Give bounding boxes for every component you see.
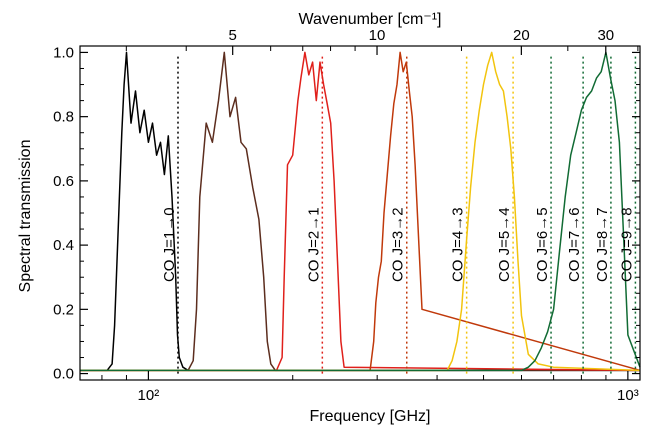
- series-line-6: [80, 51, 641, 372]
- x2-tick-label: 5: [229, 27, 237, 44]
- x2-tick-label: 30: [597, 27, 614, 44]
- x2-tick-label: 20: [513, 27, 530, 44]
- axis-layer: 0.0 0.2 0.4 0.6 0.8 1.0 10² 10³ 5 10 20 30: [53, 27, 640, 404]
- x-tick-label: 10³: [617, 387, 639, 404]
- x2-axis-title: Wavenumber [cm⁻¹]: [299, 11, 442, 28]
- series-line-2: [80, 51, 640, 372]
- co-label-1: CO J=1→0: [161, 207, 178, 282]
- y-axis-title: Spectral transmission: [17, 140, 34, 293]
- co-label-9: CO J=9→8: [618, 207, 635, 282]
- co-label-8: CO J=8→7: [594, 207, 611, 282]
- co-label-2: CO J=2→1: [305, 207, 322, 282]
- co-label-6: CO J=6→5: [534, 207, 551, 282]
- x-tick-label: 10²: [138, 387, 160, 404]
- series-line-5: [80, 51, 641, 372]
- x-axis-title: Frequency [GHz]: [310, 408, 431, 425]
- series-line-4: [80, 51, 641, 372]
- y-tick-label: 0.2: [53, 301, 74, 318]
- co-label-5: CO J=5→4: [496, 207, 513, 282]
- series-line-3: [80, 51, 641, 372]
- y-tick-label: 1.0: [53, 44, 74, 61]
- y-tick-label: 0.0: [53, 366, 74, 383]
- y-tick-label: 0.6: [53, 173, 74, 190]
- co-label-3: CO J=3→2: [390, 207, 407, 282]
- annotation-layer: CO J=1→0 CO J=2→1 CO J=3→2 CO J=4→3 CO J=5→4…: [161, 55, 637, 374]
- series-layer: [80, 51, 641, 372]
- co-label-7: CO J=7→6: [566, 207, 583, 282]
- co-label-4: CO J=4→3: [450, 207, 467, 282]
- series-line-1: [80, 51, 640, 372]
- x2-tick-label: 10: [369, 27, 386, 44]
- y-tick-label: 0.4: [53, 237, 74, 254]
- y-tick-label: 0.8: [53, 109, 74, 126]
